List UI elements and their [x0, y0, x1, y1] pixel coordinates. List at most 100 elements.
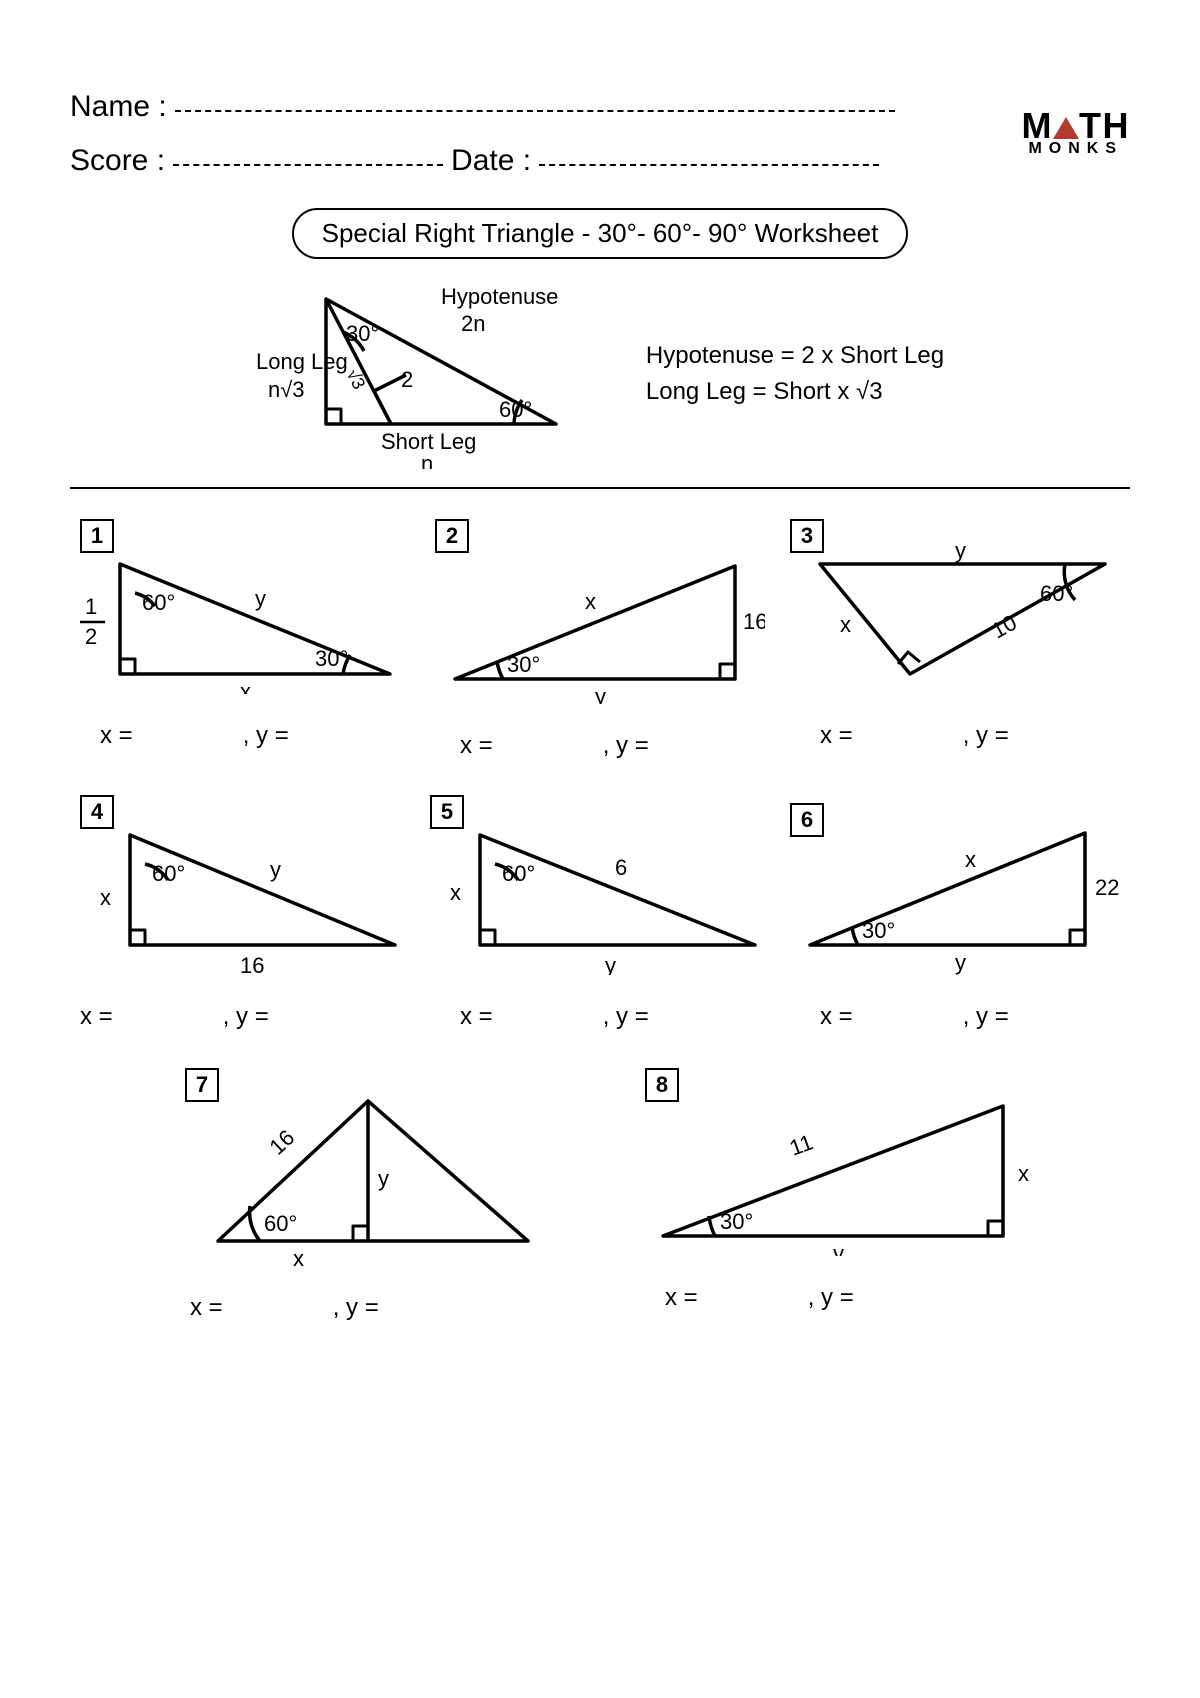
problem-2: 2 30° x 16 y x =, y = — [430, 544, 770, 760]
side-x: x — [100, 885, 111, 910]
ref-30: 30° — [346, 321, 379, 346]
answer-row[interactable]: x = , y = — [430, 732, 770, 760]
side-y: y — [378, 1166, 389, 1191]
date-blank[interactable] — [539, 162, 879, 166]
triangle-icon: 60° x 6 y — [435, 815, 765, 975]
ans-x: x = — [820, 1003, 853, 1030]
logo-triangle-icon — [1053, 117, 1079, 139]
ref-mid: 2 — [401, 367, 413, 392]
brand-logo: MTH MONKS — [1022, 110, 1131, 158]
answer-row[interactable]: x = , y = — [615, 1284, 1070, 1312]
answer-row[interactable]: x = , y = — [130, 1294, 585, 1322]
problem-number: 6 — [790, 803, 824, 837]
triangle-icon: 30° x 16 y — [435, 544, 765, 704]
angle-30: 30° — [507, 652, 540, 677]
side-x: x — [293, 1246, 304, 1266]
side-x: x — [240, 679, 251, 694]
divider — [70, 487, 1130, 489]
problem-number: 1 — [80, 519, 114, 553]
answer-row[interactable]: x = , y = — [790, 722, 1130, 750]
ans-x: x = — [460, 732, 493, 759]
ans-x: x = — [665, 1284, 698, 1311]
problem-number: 4 — [80, 795, 114, 829]
problems-grid: 1 60° 30° y x 12 x =, y = 2 — [70, 544, 1130, 1031]
ans-y: , y = — [333, 1294, 379, 1321]
side-x: x — [585, 589, 596, 614]
side-22: 22 — [1095, 875, 1119, 900]
name-row: Name : — [70, 90, 1130, 124]
triangle-icon: 60° x y 16 — [75, 815, 405, 975]
angle-30: 30° — [720, 1209, 753, 1234]
ans-y: , y = — [243, 722, 289, 749]
side-11: 11 — [786, 1129, 816, 1160]
side-16: 16 — [240, 953, 264, 975]
angle-30: 30° — [315, 646, 348, 671]
problem-number: 2 — [435, 519, 469, 553]
ans-x: x = — [190, 1294, 223, 1321]
problem-8: 8 11 30° x y x =, y = — [615, 1086, 1070, 1322]
logo-sub: MONKS — [1022, 140, 1131, 158]
side-half: 12 — [80, 594, 105, 649]
problem-6: 6 30° x 22 y x =, y = — [790, 815, 1130, 1031]
worksheet-title: Special Right Triangle - 30°- 60°- 90° W… — [292, 208, 909, 259]
svg-text:2: 2 — [85, 624, 97, 649]
triangle-icon: 30° x 22 y — [790, 815, 1130, 975]
problems-row-bottom: 7 16 60° y x x =, y = 8 — [70, 1086, 1130, 1322]
answer-row[interactable]: x = , y = — [430, 1003, 770, 1031]
ans-y: , y = — [963, 1003, 1009, 1030]
ans-y: , y = — [963, 722, 1009, 749]
answer-row[interactable]: x = , y = — [70, 722, 410, 750]
problem-number: 5 — [430, 795, 464, 829]
ans-x: x = — [460, 1003, 493, 1030]
triangle-icon: 60° 30° y x 12 — [70, 544, 410, 694]
side-x: x — [965, 847, 976, 872]
name-label: Name : — [70, 90, 167, 124]
ans-y: , y = — [603, 1003, 649, 1030]
angle-60: 60° — [502, 861, 535, 886]
answer-row[interactable]: x = , y = — [790, 1003, 1130, 1031]
ref-hyp-val: 2n — [461, 311, 485, 336]
triangle-icon: 16 60° y x — [168, 1086, 548, 1266]
answer-row[interactable]: x =, y = — [70, 1003, 410, 1031]
side-y: y — [955, 544, 966, 563]
problem-7: 7 16 60° y x x =, y = — [130, 1086, 585, 1322]
ans-x: x = — [80, 1003, 113, 1030]
side-y: y — [270, 857, 281, 882]
name-blank[interactable] — [175, 108, 895, 112]
ref-short-val: n — [421, 451, 433, 469]
date-label: Date : — [451, 144, 531, 178]
ref-hyp-label: Hypotenuse — [441, 284, 558, 309]
angle-30: 30° — [862, 918, 895, 943]
side-y: y — [595, 684, 606, 704]
ans-y: , y = — [603, 732, 649, 759]
side-y: y — [255, 586, 266, 611]
ref-60: 60° — [499, 397, 532, 422]
score-date-row: Score : Date : — [70, 144, 910, 178]
problem-number: 7 — [185, 1068, 219, 1102]
formula-hyp: Hypotenuse = 2 x Short Leg — [646, 338, 944, 374]
reference-formulas: Hypotenuse = 2 x Short Leg Long Leg = Sh… — [646, 338, 944, 410]
score-blank[interactable] — [173, 162, 443, 166]
ans-y: , y = — [808, 1284, 854, 1311]
side-y: y — [605, 953, 616, 975]
side-16: 16 — [264, 1125, 299, 1160]
side-y: y — [833, 1241, 844, 1256]
ans-x: x = — [820, 722, 853, 749]
reference-section: Hypotenuse 2n 30° 60° Long Leg n√3 2 √3 … — [70, 279, 1130, 469]
triangle-icon: y 60° x 10 — [795, 544, 1125, 694]
problem-4: 4 60° x y 16 x =, y = — [70, 815, 410, 1031]
problem-5: 5 60° x 6 y x =, y = — [430, 815, 770, 1031]
side-16: 16 — [743, 609, 765, 634]
side-y: y — [955, 950, 966, 975]
triangle-icon: 11 30° x y — [633, 1086, 1053, 1256]
side-6: 6 — [615, 855, 627, 880]
reference-triangle-icon: Hypotenuse 2n 30° 60° Long Leg n√3 2 √3 … — [256, 279, 586, 469]
ans-x: x = — [100, 722, 133, 749]
angle-60: 60° — [1040, 581, 1073, 606]
problem-number: 3 — [790, 519, 824, 553]
angle-60: 60° — [152, 861, 185, 886]
angle-60: 60° — [142, 590, 175, 615]
score-label: Score : — [70, 144, 165, 178]
side-x: x — [1018, 1161, 1029, 1186]
side-x: x — [450, 880, 461, 905]
